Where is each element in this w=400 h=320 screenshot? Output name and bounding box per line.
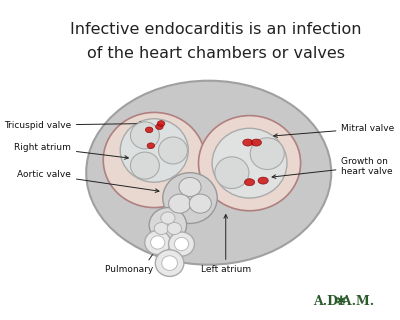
Text: A.D.A.M.: A.D.A.M. (313, 294, 374, 308)
Ellipse shape (167, 222, 182, 235)
Circle shape (163, 173, 217, 223)
Text: Growth on
heart valve: Growth on heart valve (272, 157, 393, 179)
Ellipse shape (189, 194, 211, 213)
Ellipse shape (120, 119, 188, 182)
Ellipse shape (154, 222, 168, 235)
Ellipse shape (157, 121, 165, 126)
Text: Aortic valve: Aortic valve (17, 170, 159, 192)
Ellipse shape (251, 139, 262, 146)
Text: ✱: ✱ (335, 294, 346, 308)
Text: of the heart chambers or valves: of the heart chambers or valves (86, 46, 344, 61)
Circle shape (162, 256, 178, 270)
Ellipse shape (130, 152, 159, 179)
Ellipse shape (244, 179, 255, 186)
Circle shape (145, 230, 171, 254)
Ellipse shape (103, 112, 205, 208)
Ellipse shape (243, 139, 253, 146)
Circle shape (150, 236, 165, 249)
Circle shape (174, 237, 189, 251)
Ellipse shape (130, 122, 159, 149)
Ellipse shape (147, 143, 155, 148)
Ellipse shape (179, 178, 201, 196)
Ellipse shape (156, 124, 163, 130)
Ellipse shape (258, 177, 268, 184)
Ellipse shape (86, 81, 331, 265)
Text: Left atrium: Left atrium (201, 215, 251, 274)
Ellipse shape (198, 116, 300, 211)
Ellipse shape (169, 194, 191, 213)
Ellipse shape (212, 128, 287, 198)
Ellipse shape (146, 127, 153, 133)
Ellipse shape (250, 138, 284, 170)
Circle shape (155, 250, 184, 276)
Text: Infective endocarditis is an infection: Infective endocarditis is an infection (70, 22, 361, 37)
Text: Right atrium: Right atrium (14, 143, 128, 159)
Ellipse shape (161, 212, 175, 224)
Circle shape (149, 208, 187, 243)
Ellipse shape (215, 157, 249, 188)
Text: Tricuspid valve: Tricuspid valve (4, 121, 144, 130)
Text: Pulmonary valve: Pulmonary valve (104, 238, 180, 274)
Text: Mitral valve: Mitral valve (274, 124, 395, 137)
Ellipse shape (158, 137, 188, 164)
Circle shape (168, 232, 194, 256)
